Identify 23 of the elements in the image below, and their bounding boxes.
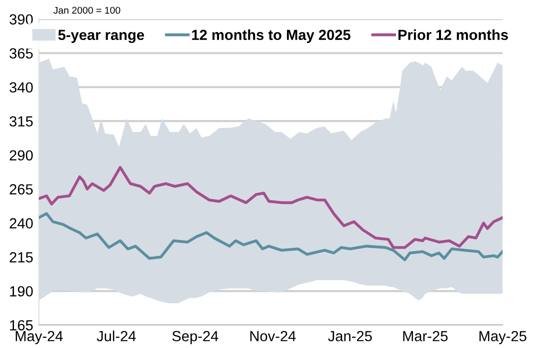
text: Jan 2000 = 100 <box>53 6 120 14</box>
x-tick-label: Nov-24 <box>250 330 296 342</box>
legend-label: 5-year range <box>58 30 144 44</box>
line-series <box>38 166 503 249</box>
y-tick-label: 190 <box>10 286 33 296</box>
x-tick-label: May-24 <box>16 330 63 344</box>
y-tick-label: 340 <box>10 82 33 93</box>
y-tick-label: 265 <box>10 184 33 195</box>
y-tick-label: 315 <box>10 116 33 127</box>
legend-label: 12 months to May 2025 <box>192 29 350 43</box>
y-tick-label: 215 <box>10 252 33 262</box>
x-tick-label: Jan-25 <box>328 330 372 342</box>
y-tick-label: 240 <box>10 218 33 228</box>
x-tick-label: Mar-25 <box>403 330 448 342</box>
legend-label: Prior 12 months <box>398 29 508 40</box>
y-tick-label: 390 <box>10 14 33 25</box>
line-series <box>38 212 503 262</box>
y-tick-label: 165 <box>10 320 33 330</box>
y-tick-label: 365 <box>10 48 33 59</box>
x-tick-label: Jul-24 <box>96 330 136 342</box>
y-tick-label: 290 <box>10 150 33 161</box>
x-tick-label: Sep-24 <box>172 330 218 344</box>
x-tick-label: May-25 <box>480 330 526 344</box>
